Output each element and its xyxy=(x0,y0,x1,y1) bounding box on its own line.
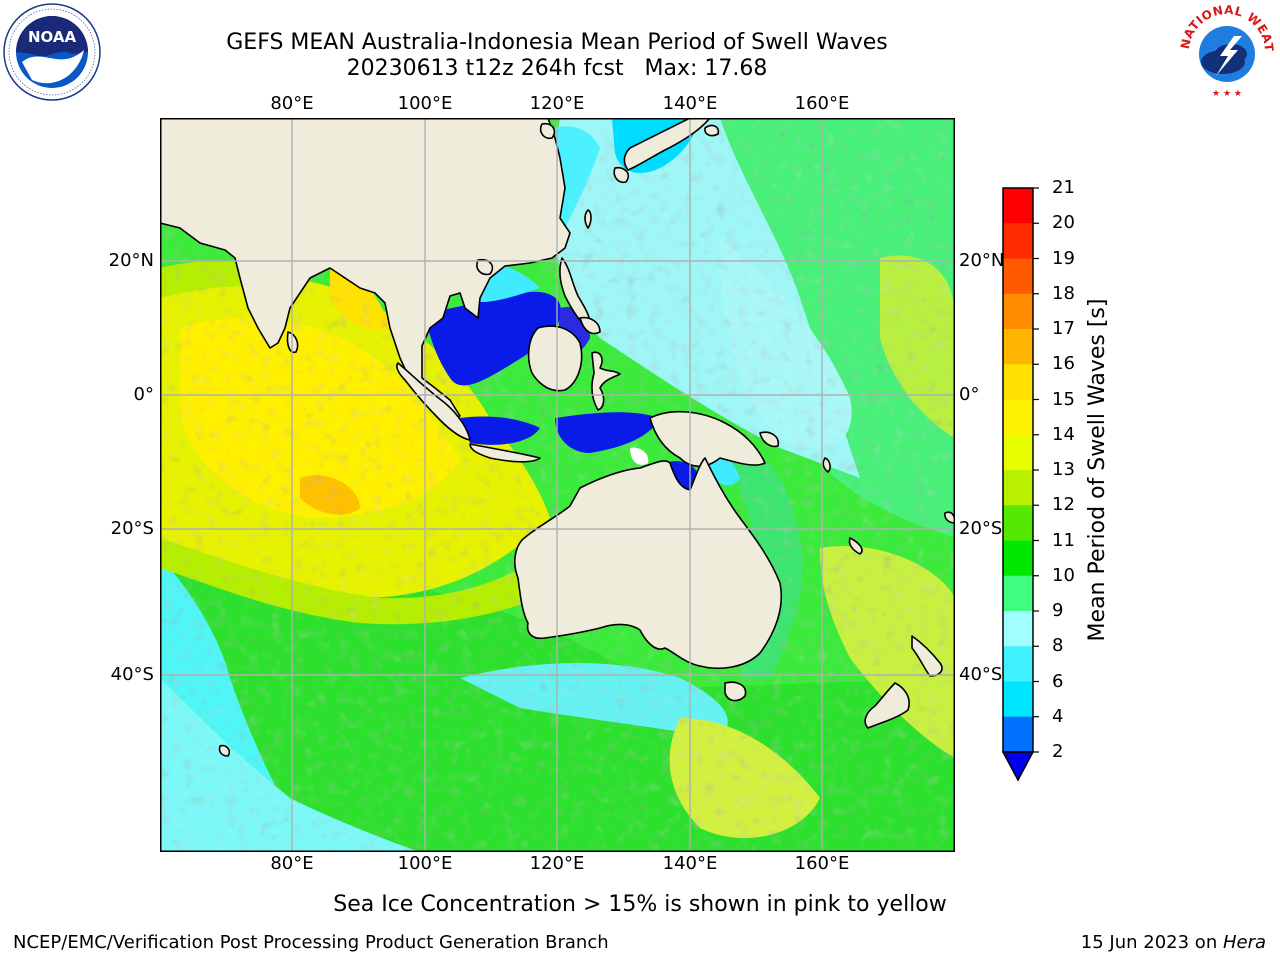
lon-tick-top-140e: 140°E xyxy=(662,93,718,114)
lat-tick-right-0: 0° xyxy=(959,384,980,405)
lat-tick-right-40s: 40°S xyxy=(959,664,1003,685)
colorbar-segment-13-14 xyxy=(1003,434,1033,471)
lon-tick-top-160e: 160°E xyxy=(794,93,850,114)
colorbar-tick-label-12: 12 xyxy=(1052,494,1075,516)
svg-text:★ ★ ★: ★ ★ ★ xyxy=(1212,89,1242,99)
colorbar-segment-6-8 xyxy=(1003,646,1033,682)
colorbar-tick-label-21: 21 xyxy=(1052,177,1075,198)
colorbar-tick-label-6: 6 xyxy=(1052,670,1064,692)
lon-tick-top-120e: 120°E xyxy=(529,93,585,114)
colorbar-segment-11-12 xyxy=(1003,505,1033,541)
colorbar-tick-label-17: 17 xyxy=(1052,318,1075,339)
colorbar-segment-14-15 xyxy=(1003,399,1033,436)
colorbar-label: Mean Period of Swell Waves [s] xyxy=(1085,298,1110,642)
colorbar-segment-8-9 xyxy=(1003,611,1033,647)
land xyxy=(160,118,955,757)
colorbar-segment-18-19 xyxy=(1003,258,1033,295)
lon-tick-bottom-160e: 160°E xyxy=(794,853,850,874)
map-frame xyxy=(160,118,955,852)
colorbar-tick-label-14: 14 xyxy=(1052,423,1075,445)
colorbar-segment-12-13 xyxy=(1003,470,1033,506)
swell-period-map xyxy=(160,118,955,852)
japan xyxy=(623,118,711,171)
lon-tick-top-80e: 80°E xyxy=(270,93,314,114)
colorbar-tick-labels: 2 4 6 8 9 10 11 12 13 14 15 16 17 18 19 20 21 xyxy=(1052,176,1092,776)
lat-tick-right-20s: 20°S xyxy=(959,518,1003,539)
colorbar-tick-label-8: 8 xyxy=(1052,635,1064,657)
colorbar-segment-2-4 xyxy=(1003,716,1033,753)
colorbar-tick-label-4: 4 xyxy=(1052,705,1064,727)
graticule xyxy=(160,118,955,852)
colorbar-tick-label-19: 19 xyxy=(1052,247,1075,269)
footer-date: 15 Jun 2023 on Hera xyxy=(1081,932,1266,954)
colorbar-segment-20-21 xyxy=(1003,188,1033,224)
colorbar-segment-16-17 xyxy=(1003,329,1033,365)
footer-date-text: 15 Jun 2023 on xyxy=(1080,932,1223,953)
footer-machine: Hera xyxy=(1222,932,1266,953)
nws-logo: NATIONAL WEATHER SERVICE ★ ★ ★ xyxy=(1171,0,1278,102)
colorbar-segment-17-18 xyxy=(1003,293,1033,330)
colorbar-tick-label-13: 13 xyxy=(1052,459,1075,480)
colorbar-tick-label-16: 16 xyxy=(1052,353,1075,375)
chart-title: GEFS MEAN Australia-Indonesia Mean Perio… xyxy=(226,30,888,55)
lat-tick-left-20n: 20°N xyxy=(108,250,154,271)
lon-tick-bottom-100e: 100°E xyxy=(397,853,453,874)
lat-tick-left-0: 0° xyxy=(133,384,154,405)
colorbar-extend-min xyxy=(1001,751,1035,782)
australia xyxy=(513,457,783,669)
lon-tick-bottom-140e: 140°E xyxy=(662,853,718,874)
colorbar-tick-label-2: 2 xyxy=(1052,741,1064,762)
colorbar-tick-label-20: 20 xyxy=(1052,212,1075,234)
colorbar-segment-9-10 xyxy=(1003,575,1033,612)
lon-tick-bottom-120e: 120°E xyxy=(529,853,585,874)
footer-producer: NCEP/EMC/Verification Post Processing Pr… xyxy=(13,932,609,953)
lon-tick-bottom-80e: 80°E xyxy=(270,853,314,874)
colorbar-tick-label-10: 10 xyxy=(1052,564,1075,586)
colorbar xyxy=(1000,186,1040,786)
sea-ice-note: Sea Ice Concentration > 15% is shown in … xyxy=(333,892,947,917)
colorbar-tick-label-18: 18 xyxy=(1052,282,1075,304)
colorbar-segment-15-16 xyxy=(1003,364,1033,400)
colorbar-tick-label-15: 15 xyxy=(1052,388,1075,410)
lat-tick-right-20n: 20°N xyxy=(959,250,1005,271)
colorbar-segment-19-20 xyxy=(1003,223,1033,259)
noaa-logo: NOAA xyxy=(2,2,102,102)
colorbar-segment-10-11 xyxy=(1003,540,1033,577)
lat-tick-left-20s: 20°S xyxy=(110,518,154,539)
colorbar-segment-4-6 xyxy=(1003,681,1033,718)
colorbar-tick-label-11: 11 xyxy=(1052,529,1075,551)
chart-subtitle: 20230613 t12z 264h fcst Max: 17.68 xyxy=(346,56,768,81)
lon-tick-top-100e: 100°E xyxy=(397,93,453,114)
colorbar-tick-label-9: 9 xyxy=(1052,600,1064,621)
new-guinea xyxy=(649,410,766,468)
south-china-sea-low-period xyxy=(425,291,561,386)
lat-tick-left-40s: 40°S xyxy=(110,664,154,685)
noaa-logo-text: NOAA xyxy=(28,28,77,46)
